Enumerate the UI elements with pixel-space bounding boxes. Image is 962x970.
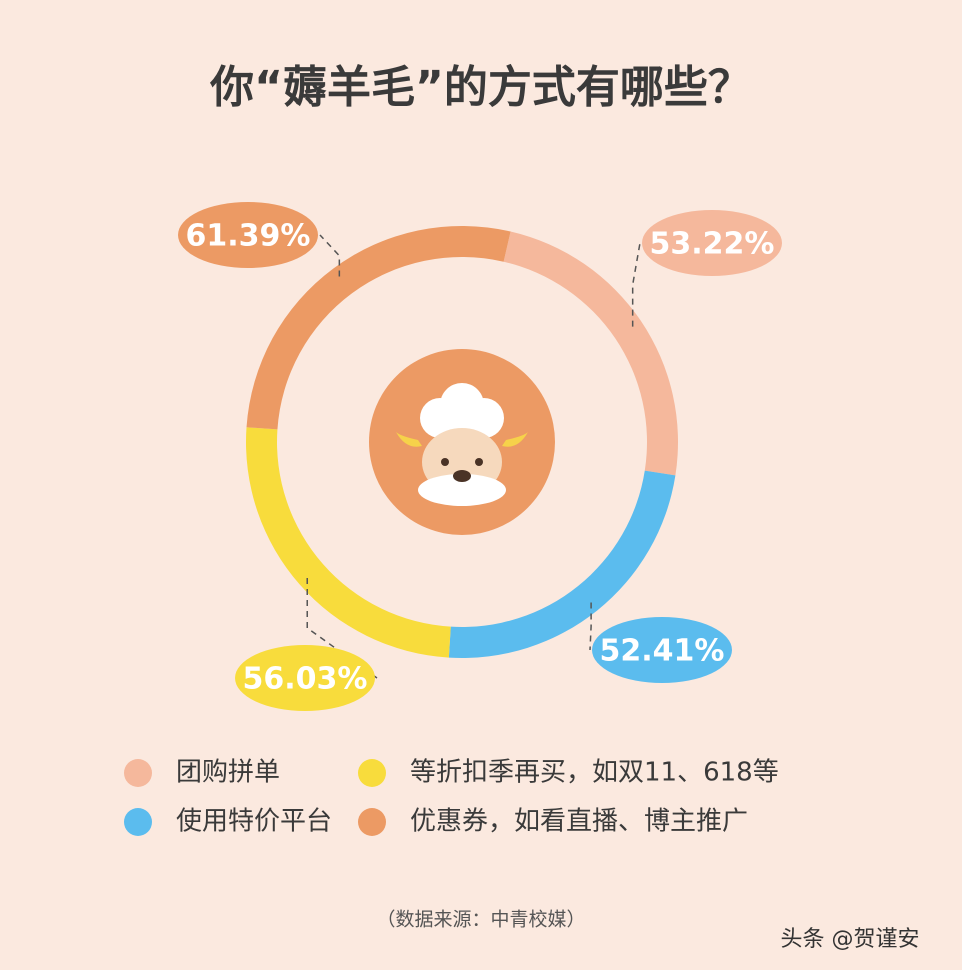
data-label: 52.41% (600, 634, 725, 669)
source-note: （数据来源：中青校媒） (376, 909, 585, 931)
data-label: 61.39% (186, 219, 311, 254)
watermark: 头条 @贺谨安 (781, 927, 920, 952)
value-labels: 53.22% 52.41% 56.03% 61.39% (178, 202, 782, 711)
legend-swatch (358, 808, 386, 836)
legend-label: 使用特价平台 (176, 807, 332, 837)
label-bubble (592, 617, 732, 683)
leader-line (631, 242, 641, 327)
legend-label: 团购拼单 (176, 758, 280, 788)
label-bubble (178, 202, 318, 268)
donut-segment (503, 231, 679, 476)
chart-title: 你“薅羊毛”的方式有哪些？ (209, 62, 752, 113)
data-label: 53.22% (650, 227, 775, 262)
donut-segment (246, 225, 511, 430)
donut-segment (245, 427, 451, 658)
legend-swatch (124, 759, 152, 787)
leader-line (306, 577, 378, 679)
donut (245, 225, 679, 658)
donut-segment (448, 470, 676, 658)
label-bubble (235, 645, 375, 711)
legend-swatch (124, 808, 152, 836)
legend-label: 优惠券，如看直播、博主推广 (410, 807, 748, 837)
data-label: 56.03% (243, 662, 368, 697)
leader-line (589, 602, 592, 651)
label-bubble (642, 210, 782, 276)
legend-label: 等折扣季再买，如双11、618等 (410, 758, 779, 788)
legend-swatch (358, 759, 386, 787)
sheep-icon (396, 383, 528, 506)
